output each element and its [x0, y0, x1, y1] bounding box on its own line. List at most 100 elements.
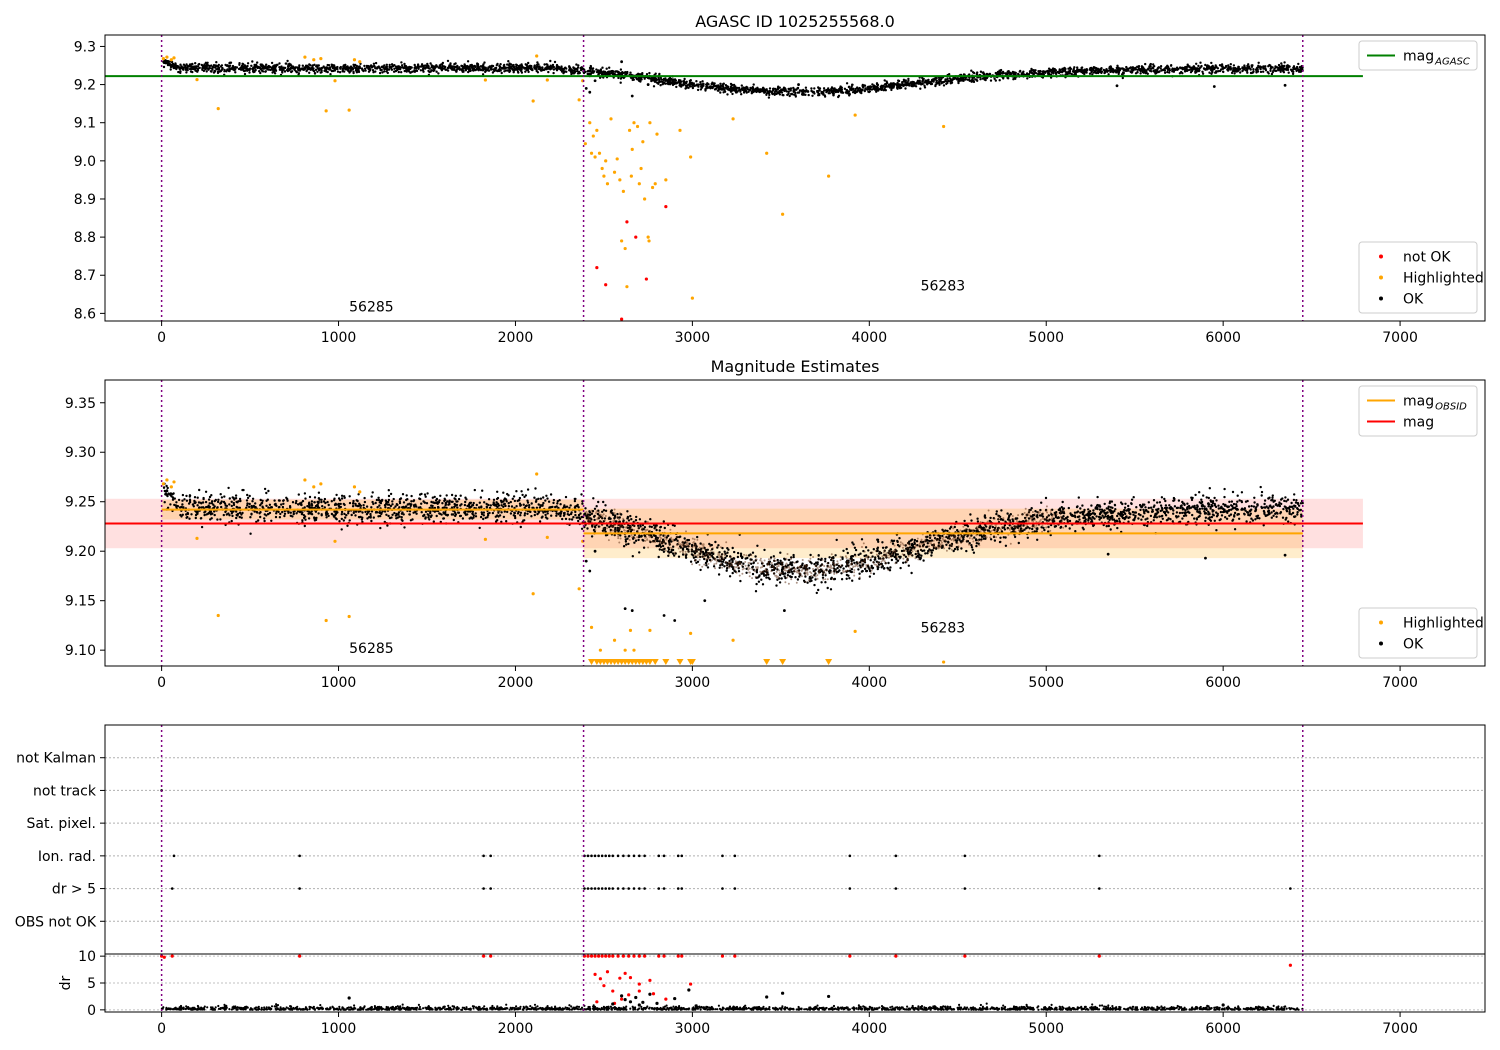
legend-label: not OK: [1403, 250, 1451, 266]
flag-point: [1098, 854, 1101, 858]
data-point: [648, 978, 652, 982]
data-point: [586, 954, 590, 958]
data-point: [598, 648, 602, 652]
data-point: [600, 166, 604, 171]
flag-point: [733, 887, 737, 890]
data-point: [690, 296, 694, 300]
x-tick-label: 4000: [851, 675, 887, 691]
legend-legend_bottom: not OK Highlighted OK: [1358, 241, 1484, 314]
data-point: [620, 994, 624, 998]
ok-point: [703, 599, 707, 603]
data-point: [623, 998, 627, 1002]
flag-point: [489, 887, 492, 890]
data-point: [673, 996, 677, 1001]
flag-point: [611, 854, 615, 858]
flag-point: [298, 887, 301, 890]
data-point: [620, 317, 624, 321]
y-tick-label: 5: [87, 976, 96, 992]
obsid-label: 56285: [349, 641, 394, 657]
x-axis-p4: 0 1000 2000 3000 4000 5000 6000 7000: [157, 1012, 1418, 1037]
obsid-label: 56283: [921, 278, 966, 294]
data-point: [589, 625, 594, 630]
flag-point: [622, 887, 625, 890]
flag-point: [963, 854, 967, 858]
flag-point: [676, 887, 680, 890]
data-point: [634, 235, 638, 239]
data-point: [639, 166, 643, 171]
data-point: [689, 982, 693, 986]
ok-point: [623, 607, 627, 611]
data-point: [483, 537, 487, 541]
clipped-marker: [688, 659, 696, 665]
data-point: [595, 1000, 599, 1004]
data-point: [664, 997, 668, 1001]
data-point: [319, 482, 323, 486]
flag-point: [489, 854, 492, 858]
chart-title: AGASC ID 1025255568.0: [695, 12, 895, 31]
ok-point: [717, 86, 721, 90]
data-point: [604, 283, 608, 287]
flag-point: [848, 887, 852, 890]
data-point: [611, 954, 615, 958]
legend-legend_bottom: Highlighted OK: [1358, 607, 1484, 659]
y-axis-label: dr: [58, 975, 74, 990]
data-point: [358, 490, 362, 494]
ok-point: [673, 619, 677, 622]
data-point: [657, 954, 661, 958]
flag-point: [638, 854, 641, 858]
flag-point: [676, 854, 680, 858]
axes-frame-p1: [104, 34, 1486, 322]
clipped-marker: [646, 659, 654, 665]
data-point: [612, 638, 617, 642]
data-point: [623, 246, 627, 251]
series-not-ok: [595, 205, 668, 321]
x-tick-label: 5000: [1028, 330, 1064, 346]
y-tick-label: 8.7: [74, 268, 96, 284]
legend-legend_top: mag AGASC: [1358, 40, 1478, 71]
data-point: [593, 155, 597, 159]
flag-point: [632, 854, 636, 858]
ok-point: [646, 83, 650, 86]
ok-point-overlay: [585, 505, 1065, 585]
flag-point: [733, 854, 737, 858]
data-point: [358, 60, 362, 64]
flag-point: [604, 887, 607, 890]
data-point: [648, 628, 652, 632]
data-point: [650, 185, 655, 190]
data-point: [765, 151, 769, 155]
ok-point: [1283, 553, 1287, 557]
data-point: [588, 121, 592, 125]
data-point: [628, 976, 633, 980]
data-point: [593, 972, 597, 977]
data-point: [628, 1000, 633, 1004]
data-point: [680, 954, 684, 958]
data-point: [611, 1002, 615, 1006]
data-point: [324, 109, 328, 113]
data-point: [605, 182, 610, 186]
data-point: [632, 648, 636, 652]
x-tick-label: 0: [157, 1021, 166, 1037]
data-point: [621, 189, 625, 193]
data-point: [620, 239, 624, 243]
data-point: [535, 54, 539, 58]
flag-point: [657, 854, 661, 858]
chart-title: Magnitude Estimates: [711, 357, 880, 376]
ok-points: [162, 482, 1304, 622]
ok-point: [630, 94, 634, 98]
flag-point: [894, 887, 898, 890]
category-label: Sat. pixel.: [27, 816, 96, 832]
y-tick-label: 9.20: [65, 544, 96, 560]
data-point: [662, 954, 666, 958]
data-point: [604, 159, 608, 163]
flag-point: [662, 887, 666, 890]
clipped-marker: [779, 659, 787, 665]
x-tick-label: 0: [157, 675, 166, 691]
data-point: [655, 1001, 659, 1006]
data-point: [647, 239, 651, 243]
flag-point: [586, 887, 590, 890]
data-point: [612, 170, 617, 174]
flag-point: [170, 887, 174, 890]
ok-point: [1204, 556, 1207, 560]
y-tick-label: 9.0: [74, 154, 96, 170]
data-point: [595, 128, 599, 132]
